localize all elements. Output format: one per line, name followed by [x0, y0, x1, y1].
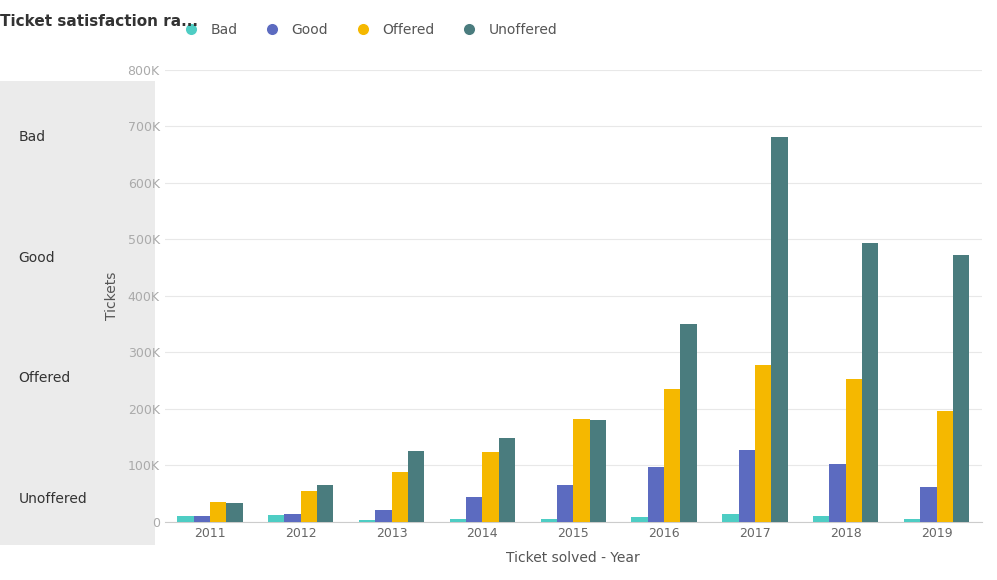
Bar [408, 451, 425, 522]
Bar [557, 485, 573, 522]
Bar [814, 516, 830, 522]
Bar [664, 389, 681, 522]
Text: Good: Good [19, 251, 55, 264]
Bar [755, 365, 772, 522]
Bar [392, 472, 408, 522]
Bar [284, 514, 301, 522]
Bar [466, 496, 483, 522]
Bar [722, 513, 739, 522]
Text: Ticket satisfaction ra...: Ticket satisfaction ra... [0, 14, 198, 30]
Bar [862, 243, 878, 522]
Bar [450, 519, 466, 522]
Bar [936, 411, 953, 522]
Bar [845, 379, 862, 522]
Bar [904, 519, 920, 522]
Bar [772, 137, 788, 522]
Bar [648, 467, 664, 522]
Y-axis label: Tickets: Tickets [106, 271, 120, 320]
Bar [631, 517, 648, 522]
Bar [483, 452, 498, 522]
Text: Bad: Bad [19, 130, 46, 144]
Bar [920, 487, 936, 522]
Bar [589, 420, 606, 522]
Bar [830, 464, 845, 522]
Bar [268, 514, 284, 522]
Bar [317, 485, 333, 522]
Legend: Bad, Good, Offered, Unoffered: Bad, Good, Offered, Unoffered [171, 18, 563, 43]
Bar [573, 419, 589, 522]
Bar [301, 491, 317, 522]
Bar [953, 255, 969, 522]
Bar [540, 519, 557, 522]
Bar [681, 324, 697, 522]
Text: Offered: Offered [19, 371, 71, 385]
Bar [226, 503, 242, 522]
Bar [359, 520, 375, 522]
Bar [498, 438, 515, 522]
Text: Unoffered: Unoffered [19, 492, 88, 506]
Bar [375, 510, 392, 522]
Bar [193, 516, 210, 522]
Bar [210, 502, 226, 522]
Bar [739, 450, 755, 522]
Bar [177, 516, 193, 522]
X-axis label: Ticket solved - Year: Ticket solved - Year [506, 551, 640, 565]
